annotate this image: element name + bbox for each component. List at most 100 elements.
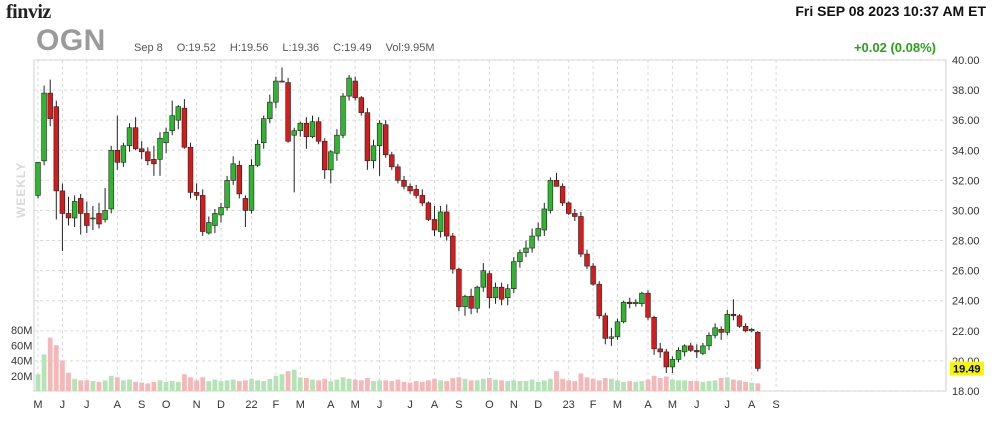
volume-bar [651, 375, 657, 391]
volume-bar [682, 380, 687, 391]
open-value: O:19.52 [176, 42, 216, 54]
candle-body [35, 162, 41, 196]
volume-bar [377, 380, 382, 391]
ohlc-readout: Sep 8 O:19.52 H:19.56 L:19.36 C:19.49 Vol:9.9… [134, 42, 449, 54]
volume-bar [243, 380, 248, 391]
candle-body [346, 77, 352, 97]
volume-axis: 80M 60M 40M 20M [11, 325, 32, 383]
volume-bar [145, 383, 151, 391]
candle-body [248, 165, 255, 211]
candle-body [450, 235, 456, 270]
candle-body [303, 122, 310, 138]
candle-body [260, 118, 267, 144]
volume-bar [236, 381, 242, 391]
candle-body [657, 348, 663, 353]
volume-tick-label: 20M [11, 371, 32, 383]
volume-bar [718, 378, 724, 391]
candle-body [663, 351, 670, 368]
candle-body [639, 292, 645, 305]
volume-bar [249, 378, 254, 391]
volume-bar [548, 378, 553, 391]
candle-body [425, 202, 432, 220]
candle-body [504, 288, 511, 299]
candle-body [633, 301, 639, 305]
price-tick-label: 32.00 [952, 175, 980, 187]
price-tick-label: 18.00 [952, 386, 980, 398]
candle-body [169, 115, 175, 132]
candle-body [90, 217, 96, 220]
date-tick-label: A [327, 399, 335, 411]
volume-bar [529, 379, 535, 391]
volume-bar [621, 381, 626, 391]
price-tick-label: 38.00 [952, 85, 980, 97]
volume-bar [663, 376, 669, 391]
volume-bar [468, 380, 474, 391]
candle-body [413, 189, 419, 196]
price-tick-label: 24.00 [952, 296, 980, 308]
volume-bar [334, 379, 340, 391]
volume-bar [688, 381, 694, 391]
candle-body [358, 97, 364, 113]
price-tick-label: 26.00 [952, 266, 980, 278]
candle-body [626, 301, 633, 305]
volume-bar [163, 381, 169, 391]
volume-bar [541, 380, 547, 391]
candle-body [474, 286, 480, 309]
candle-body [724, 313, 731, 333]
volume-bar [743, 381, 748, 391]
market-datetime: Fri SEP 08 2023 10:37 AM ET [795, 3, 986, 19]
candle-body [321, 140, 328, 171]
date-tick-label: M [296, 399, 305, 411]
candle-body [78, 198, 84, 214]
candle-body [126, 127, 133, 147]
candle-body [309, 121, 316, 138]
candle-body [559, 186, 566, 204]
plot-frame [33, 59, 947, 392]
volume-bar [724, 377, 730, 391]
candle-body [718, 329, 724, 333]
candle-body [376, 122, 383, 147]
candle-body [547, 180, 554, 211]
volume-bar [511, 380, 517, 391]
date-tick-label: N [510, 399, 518, 411]
date-label: Sep 8 [134, 42, 163, 54]
volume-bar [127, 379, 132, 391]
candle-body [273, 80, 279, 103]
candle-body [523, 247, 529, 253]
candle-body [706, 335, 712, 347]
finviz-logo[interactable]: finviz [6, 1, 51, 23]
candle-body [401, 180, 407, 187]
volume-bar [407, 382, 413, 391]
volume-bar [352, 379, 358, 391]
candle-body [285, 82, 291, 142]
candle-body [41, 92, 47, 162]
candle-body [694, 350, 700, 353]
candle-body [443, 211, 450, 237]
date-tick-label: O [485, 399, 494, 411]
volume-bar [755, 383, 761, 391]
volume-bar [188, 377, 193, 391]
volume-bar [358, 380, 364, 391]
volume-bar [261, 381, 267, 391]
volume-bar [590, 378, 596, 391]
volume-bar [493, 379, 498, 391]
volume-bar [670, 379, 675, 391]
candle-body [651, 316, 657, 350]
candle-body [553, 180, 560, 187]
candle-body [193, 192, 200, 196]
candle-body [145, 151, 151, 162]
volume-bar [285, 371, 291, 391]
volume-bar [633, 381, 639, 391]
price-tick-label: 28.00 [952, 236, 980, 248]
volume-tick-label: 60M [11, 340, 32, 352]
volume-bar [255, 380, 260, 391]
price-tick-label: 30.00 [952, 205, 980, 217]
date-tick-label: J [60, 399, 66, 411]
candle-body [206, 222, 212, 234]
candle-body [730, 313, 737, 317]
candle-body [71, 201, 78, 219]
volume-bar [365, 378, 370, 391]
volume-bar [566, 380, 572, 391]
candle-body [431, 219, 438, 231]
